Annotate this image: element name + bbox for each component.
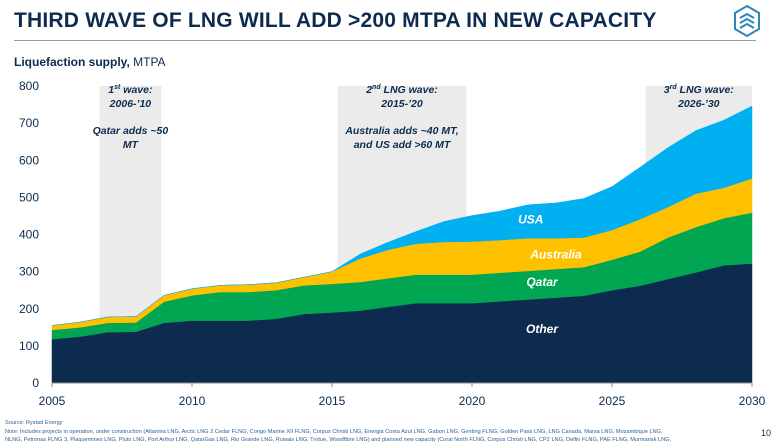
- y-tick-label: 800: [19, 79, 39, 93]
- series-area-usa: [51, 105, 753, 326]
- liquefaction-supply-chart: 0 100 200 300 400 500 600 700 800 2005 2010 2015 202…: [19, 79, 766, 408]
- wave-annotation-1: 1st wave: 2006-’10 Qatar adds ~50 MT: [93, 84, 169, 151]
- wave-title-number: 2: [365, 84, 372, 96]
- footer-note-line2: NLNG, Petronas FLNG 3, Plaquemines LNG, …: [5, 437, 672, 443]
- wave-detail-line: MT: [123, 139, 140, 151]
- wave-title-number: 3: [664, 84, 670, 96]
- wave-title-number: 1: [108, 84, 114, 96]
- y-tick-label: 0: [32, 376, 39, 390]
- y-tick-label: 500: [19, 190, 39, 204]
- y-tick-label: 100: [19, 339, 39, 353]
- wave-years: 2006-’10: [109, 98, 152, 110]
- x-tick-label: 2005: [39, 394, 66, 408]
- x-tick-label: 2025: [599, 394, 626, 408]
- wave-title-text: LNG wave:: [381, 84, 438, 96]
- subtitle-unit: MTPA: [129, 55, 166, 69]
- x-tick-label: 2020: [459, 394, 486, 408]
- series-label: Australia: [529, 248, 582, 262]
- company-logo-icon: [734, 4, 760, 38]
- y-tick-label: 600: [19, 153, 39, 167]
- x-tick-label: 2030: [739, 394, 766, 408]
- wave-years: 2026-’30: [677, 98, 720, 110]
- title-divider: [14, 40, 756, 41]
- y-tick-label: 400: [19, 228, 39, 242]
- page-number: 10: [760, 428, 771, 438]
- wave-annotation-3: 3rd LNG wave: 2026-’30: [664, 84, 734, 110]
- wave-title-superscript: nd: [372, 84, 381, 91]
- wave-title: 2nd LNG wave:: [365, 84, 438, 96]
- y-tick-label: 700: [19, 116, 39, 130]
- page-title: THIRD WAVE OF LNG WILL ADD >200 MTPA IN …: [14, 9, 657, 32]
- subtitle-bold: Liquefaction supply,: [14, 55, 130, 69]
- wave-detail-line: Qatar adds ~50: [93, 125, 169, 137]
- footer-note-line1: Note: Includes projects in operation, un…: [5, 429, 663, 435]
- series-label: USA: [518, 213, 543, 227]
- wave-years: 2015-’20: [380, 98, 423, 110]
- wave-title: 1st wave:: [108, 84, 152, 96]
- y-tick-label: 300: [19, 265, 39, 279]
- wave-title: 3rd LNG wave:: [664, 84, 734, 96]
- x-tick-label: 2015: [319, 394, 346, 408]
- footer-source: Source: Rystad Energy: [5, 420, 63, 426]
- wave-annotation-2: 2nd LNG wave: 2015-’20 Australia adds ~40 …: [344, 84, 458, 151]
- wave-title-superscript: rd: [670, 84, 678, 91]
- wave-title-superscript: st: [114, 84, 121, 91]
- y-tick-label: 200: [19, 302, 39, 316]
- wave-detail-line: and US add >60 MT: [354, 139, 452, 151]
- wave-title-text: LNG wave:: [677, 84, 734, 96]
- series-label: Other: [526, 322, 559, 336]
- series-label: Qatar: [526, 275, 559, 289]
- x-tick-label: 2010: [179, 394, 206, 408]
- chart-subtitle: Liquefaction supply, MTPA: [14, 55, 166, 69]
- wave-title-text: wave:: [120, 84, 152, 96]
- wave-detail-line: Australia adds ~40 MT,: [344, 125, 458, 137]
